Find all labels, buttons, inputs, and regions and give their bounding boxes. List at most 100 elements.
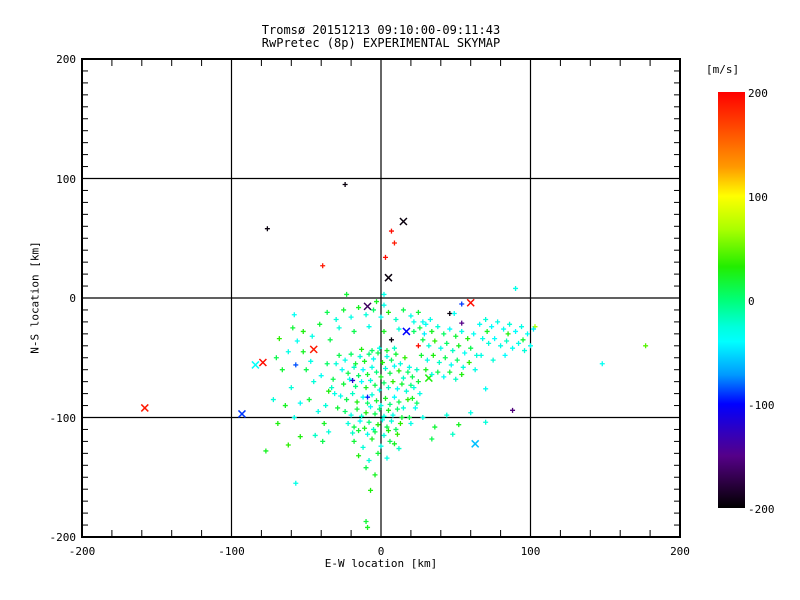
data-point: [384, 424, 390, 430]
data-point: [344, 397, 350, 403]
data-point: [351, 438, 357, 444]
data-point: [459, 371, 465, 377]
data-point: [483, 317, 489, 323]
data-point: [366, 419, 372, 425]
y-tick-label: 200: [56, 53, 76, 66]
data-point: [381, 328, 387, 334]
data-point: [429, 328, 435, 334]
data-point: [459, 328, 465, 334]
data-point: [351, 424, 357, 430]
data-point: [333, 361, 339, 367]
data-point: [385, 407, 391, 413]
data-point: [378, 403, 384, 409]
data-point: [451, 311, 457, 317]
data-point: [456, 343, 462, 349]
data-point: [402, 355, 408, 361]
data-point: [432, 338, 438, 344]
data-point: [381, 413, 387, 419]
data-point: [360, 367, 366, 373]
data-point: [408, 382, 414, 388]
data-point: [312, 432, 318, 438]
data-point: [420, 319, 426, 325]
data-point: [379, 360, 385, 366]
data-point: [394, 406, 400, 412]
data-point: [484, 328, 490, 334]
data-point: [363, 410, 369, 416]
data-point: [381, 432, 387, 438]
data-point: [371, 356, 377, 362]
data-point: [456, 422, 462, 428]
data-point: [391, 394, 397, 400]
data-point: [306, 397, 312, 403]
data-point: [377, 406, 383, 412]
data-point: [350, 391, 356, 397]
data-point: [420, 337, 426, 343]
data-point: [471, 331, 477, 337]
data-point: [297, 434, 303, 440]
data-point: [338, 393, 344, 399]
data-point: [363, 518, 369, 524]
data-point: [273, 355, 279, 361]
data-point: [450, 348, 456, 354]
data-point: [339, 367, 345, 373]
data-point: [336, 352, 342, 358]
x-tick-label: -200: [68, 545, 96, 558]
data-point: [377, 387, 383, 393]
data-point: [290, 325, 296, 331]
x-tick-label: 0: [377, 545, 385, 558]
data-point: [368, 377, 374, 383]
data-point-x-marker: [424, 374, 433, 383]
data-point: [379, 417, 385, 423]
data-point: [351, 328, 357, 334]
data-point: [293, 362, 299, 368]
data-point: [308, 358, 314, 364]
data-point: [429, 436, 435, 442]
data-point: [520, 337, 526, 343]
data-point: [427, 317, 433, 323]
data-point: [365, 400, 371, 406]
data-point: [432, 424, 438, 430]
data-point: [275, 420, 281, 426]
data-point: [405, 369, 411, 375]
data-point: [486, 340, 492, 346]
data-point: [329, 385, 335, 391]
data-point: [510, 407, 516, 413]
colorbar-tick-label: 100: [748, 191, 768, 204]
data-point: [321, 420, 327, 426]
data-point: [397, 420, 403, 426]
data-point: [519, 324, 525, 330]
data-point: [465, 336, 471, 342]
data-point: [350, 430, 356, 436]
data-point: [399, 415, 405, 420]
data-point: [309, 333, 315, 339]
data-point: [400, 375, 406, 381]
data-point: [411, 319, 417, 325]
data-point: [365, 371, 371, 377]
data-point: [293, 480, 299, 486]
data-point: [525, 331, 531, 337]
data-point: [391, 363, 397, 369]
data-point: [369, 364, 375, 370]
data-point: [291, 415, 297, 420]
data-point: [326, 388, 332, 394]
data-point: [447, 311, 453, 317]
data-point: [510, 345, 516, 351]
data-point: [411, 385, 417, 391]
y-tick-label: -100: [49, 411, 77, 425]
data-point: [478, 352, 484, 358]
data-point: [441, 331, 447, 337]
data-point: [393, 351, 399, 357]
data-point: [378, 443, 384, 449]
data-point: [468, 345, 474, 351]
data-point: [408, 420, 414, 426]
data-point: [317, 321, 323, 327]
data-point: [438, 345, 444, 351]
data-point: [390, 379, 396, 385]
data-point: [264, 226, 270, 232]
data-point: [375, 450, 381, 456]
plot-title-line2: RwPretec (8p) EXPERIMENTAL SKYMAP: [261, 36, 501, 50]
data-point: [442, 355, 448, 361]
data-point: [378, 314, 384, 320]
data-point: [360, 444, 366, 450]
data-point: [384, 348, 390, 354]
